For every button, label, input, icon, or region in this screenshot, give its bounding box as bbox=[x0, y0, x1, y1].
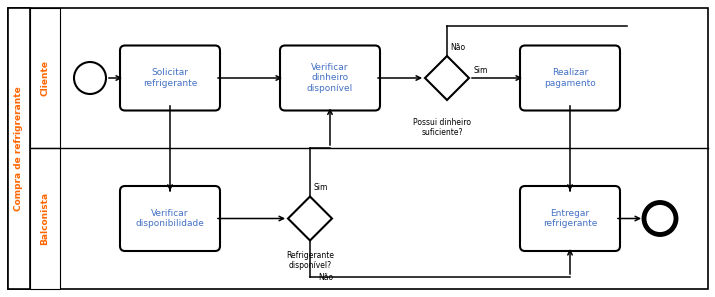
Text: Possui dinheiro
suficiente?: Possui dinheiro suficiente? bbox=[413, 118, 471, 138]
FancyBboxPatch shape bbox=[520, 45, 620, 110]
Text: Solicitar
refrigerante: Solicitar refrigerante bbox=[143, 68, 197, 88]
Polygon shape bbox=[288, 197, 332, 241]
Bar bbox=[30, 148, 60, 289]
Text: Sim: Sim bbox=[473, 66, 488, 75]
Polygon shape bbox=[425, 56, 469, 100]
Text: Não: Não bbox=[318, 274, 333, 282]
FancyBboxPatch shape bbox=[520, 186, 620, 251]
Text: Refrigerante
disponível?: Refrigerante disponível? bbox=[286, 250, 334, 270]
Text: Balconista: Balconista bbox=[41, 192, 49, 245]
Circle shape bbox=[644, 203, 676, 235]
Text: Verificar
dinheiro
disponível: Verificar dinheiro disponível bbox=[307, 63, 353, 93]
FancyBboxPatch shape bbox=[280, 45, 380, 110]
Text: Não: Não bbox=[450, 43, 465, 52]
Text: Compra de refrigrerante: Compra de refrigrerante bbox=[14, 86, 24, 211]
Circle shape bbox=[74, 62, 106, 94]
Bar bbox=[30, 8, 60, 148]
Text: Verificar
disponibilidade: Verificar disponibilidade bbox=[136, 209, 204, 228]
Bar bbox=[8, 8, 30, 289]
Text: Sim: Sim bbox=[313, 184, 327, 192]
FancyBboxPatch shape bbox=[120, 186, 220, 251]
FancyBboxPatch shape bbox=[120, 45, 220, 110]
Text: Cliente: Cliente bbox=[41, 60, 49, 96]
Text: Entregar
refrigerante: Entregar refrigerante bbox=[543, 209, 597, 228]
Text: Realizar
pagamento: Realizar pagamento bbox=[544, 68, 596, 88]
